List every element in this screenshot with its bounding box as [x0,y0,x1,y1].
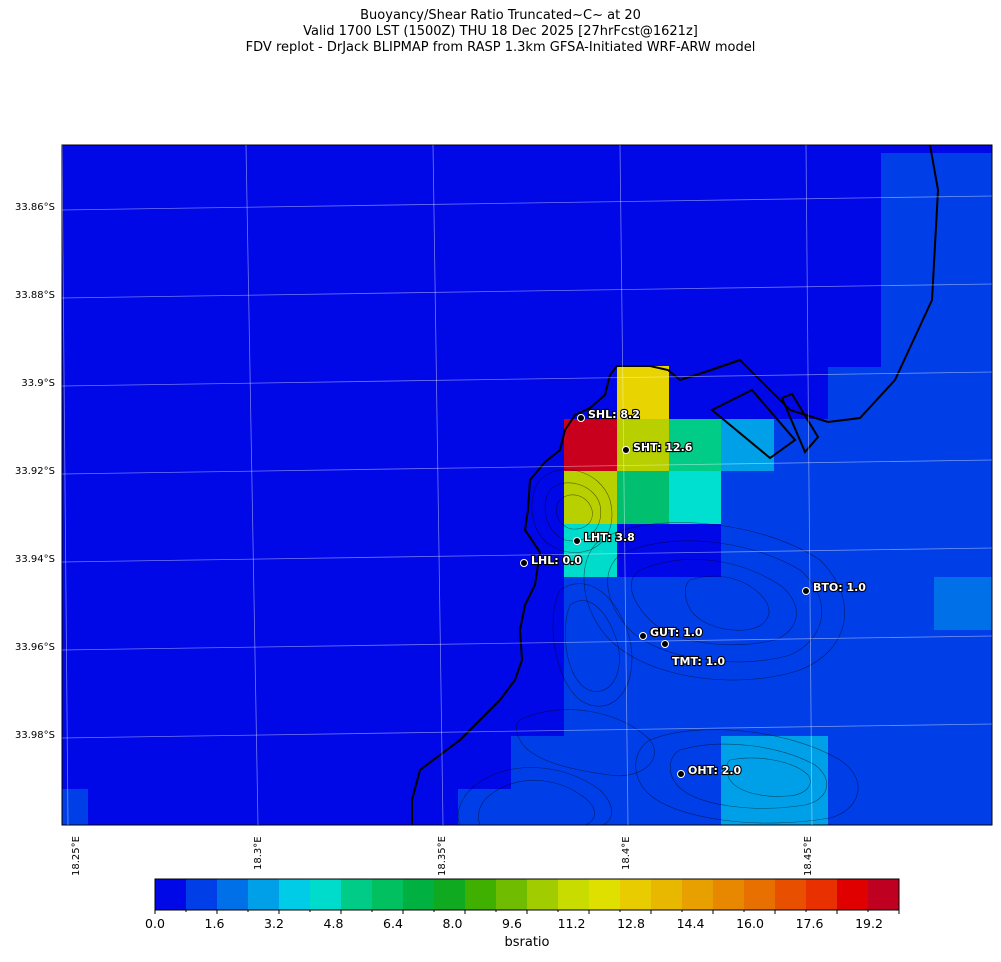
title-line-2: Valid 1700 LST (1500Z) THU 18 Dec 2025 [… [303,24,698,39]
colorbar-tick-label: 4.8 [323,916,344,931]
station-marker-gut[interactable] [639,632,647,640]
lat-tick-label: 33.94°S [15,554,55,565]
colorbar-swatch [589,879,621,910]
colorbar-swatch [372,879,404,910]
station-marker-tmt[interactable] [661,640,669,648]
colorbar-ticks [154,910,900,914]
cell [828,577,934,683]
colorbar-tick-label: 8.0 [442,916,463,931]
cell [564,419,617,471]
title-line-3: FDV replot - DrJack BLIPMAP from RASP 1.… [245,40,756,55]
cell [458,789,511,825]
colorbar-swatch [155,879,187,910]
colorbar-swatch [434,879,466,910]
colorbar-tick-label: 17.6 [795,916,824,931]
lat-tick-label: 33.88°S [15,290,55,301]
map-frame [61,144,993,826]
colorbar-tick-label: 0.0 [145,916,165,931]
station-marker-bto[interactable] [802,587,810,595]
station-labels: SHL: 8.2 SHT: 12.6 LHT: 3.8 LHL: 0.0 BTO… [530,407,867,778]
colorbar-swatch [620,879,652,910]
colorbar-swatch [837,879,869,910]
colorbar-swatch [775,879,807,910]
colorbar-tick-label: 1.6 [204,916,225,931]
station-label-shl: SHL: 8.2 [588,408,640,421]
colorbar-swatch [403,879,435,910]
colorbar-swatch [248,879,280,910]
colorbar-tick-label: 9.6 [502,916,522,931]
cell [881,260,992,367]
station-label-lhl: LHL: 0.0 [531,554,582,567]
colorbar-swatch [806,879,838,910]
station-marker-shl[interactable] [577,414,585,422]
station-label-gut: GUT: 1.0 [650,626,703,639]
colorbar-swatch [868,879,900,910]
cell [617,366,669,419]
station-marker-lhl[interactable] [520,559,528,567]
harbour-outline [704,359,820,460]
lat-tick-label: 33.98°S [15,730,55,741]
cell [934,577,992,630]
colorbar-tick-label: 14.4 [676,916,705,931]
colorbar-tick-label: 6.4 [383,916,403,931]
station-label-bto: BTO: 1.0 [813,581,866,594]
colorbar-swatch [496,879,528,910]
terrain-contours [457,469,859,825]
colorbar-swatch [279,879,311,910]
colorbar-swatch [682,879,714,910]
lat-tick-label: 33.92°S [15,466,55,477]
station-label-sht: SHT: 12.6 [633,441,693,454]
station-marker-oht[interactable] [677,770,685,778]
cell [669,419,721,471]
cell [721,471,828,577]
cell [828,367,992,419]
cell [617,419,669,471]
cell [934,153,992,260]
colorbar-swatch [744,879,776,910]
cell [564,471,617,524]
station-label-oht: OHT: 2.0 [688,764,742,777]
colorbar-swatch [527,879,559,910]
colorbar-swatches [155,879,900,910]
lat-tick-label: 33.9°S [21,378,55,389]
colorbar-swatch [310,879,342,910]
colorbar-tick-label: 11.2 [557,916,586,931]
station-marker-sht[interactable] [622,446,630,454]
colorbar-swatch [651,879,683,910]
colorbar-swatch [558,879,590,910]
title-line-1: Buoyancy/Shear Ratio Truncated~C~ at 20 [360,8,641,23]
colorbar-swatch [341,879,373,910]
station-label-tmt: TMT: 1.0 [672,655,725,668]
lat-tick-label: 33.86°S [15,202,55,213]
colorbar-tick-label: 16.0 [736,916,764,931]
colorbar-swatch [217,879,249,910]
colorbar-tick-label: 19.2 [855,916,883,931]
cell [669,471,721,524]
station-label-lht: LHT: 3.8 [584,531,635,544]
colorbar-swatch [465,879,497,910]
cell [721,419,774,471]
colorbar-label: bsratio [504,935,550,950]
lat-tick-label: 33.96°S [15,642,55,653]
colorbar-swatch [713,879,745,910]
coastline [411,145,940,825]
station-marker-lht[interactable] [573,537,581,545]
cell [828,683,992,825]
forecast-cells [62,145,992,825]
cell [669,683,721,736]
cell [617,471,669,524]
cell [62,789,88,825]
station-markers [520,414,810,778]
colorbar-tick-label: 3.2 [264,916,284,931]
colorbar-swatch [186,879,218,910]
cell [564,577,828,683]
graticule [62,145,992,825]
colorbar-tick-label: 12.8 [617,916,645,931]
